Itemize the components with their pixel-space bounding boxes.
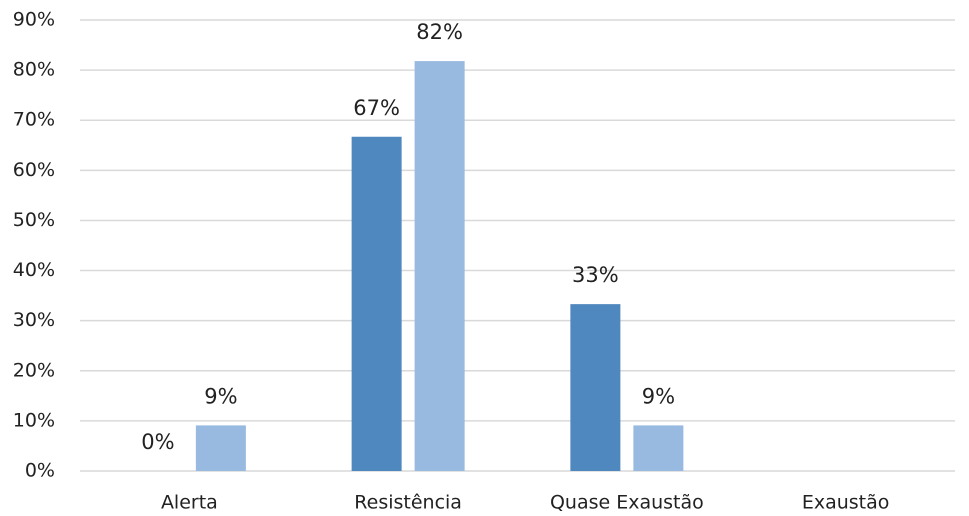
bar (414, 61, 465, 471)
x-tick-label: Resistência (354, 492, 462, 514)
data-label: 82% (416, 20, 463, 44)
y-tick-label: 30% (13, 309, 55, 331)
data-label: 9% (642, 384, 675, 408)
data-label: 33% (572, 263, 619, 287)
bar (633, 425, 684, 471)
y-tick-label: 70% (13, 109, 55, 131)
y-tick-label: 60% (13, 159, 55, 181)
y-tick-label: 80% (13, 59, 55, 81)
y-tick-label: 20% (13, 359, 55, 381)
bar (351, 136, 402, 471)
y-tick-label: 90% (13, 9, 55, 31)
data-label: 67% (353, 96, 400, 120)
data-label: 9% (204, 384, 237, 408)
bar (195, 425, 246, 471)
bar (570, 304, 621, 471)
y-tick-label: 10% (13, 409, 55, 431)
y-tick-label: 50% (13, 209, 55, 231)
y-tick-label: 0% (25, 460, 55, 482)
x-tick-label: Exaustão (802, 492, 890, 514)
y-tick-label: 40% (13, 259, 55, 281)
data-label: 0% (141, 430, 174, 454)
x-tick-label: Quase Exaustão (550, 492, 704, 514)
x-tick-label: Alerta (161, 492, 218, 514)
